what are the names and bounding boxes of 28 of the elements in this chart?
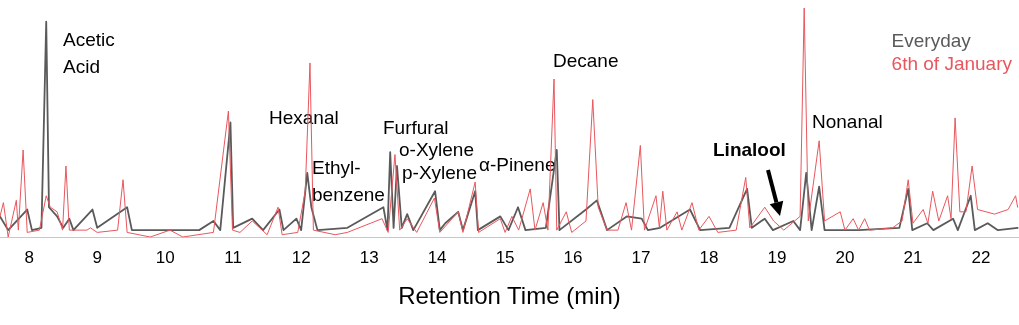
x-tick-label: 20 — [835, 248, 855, 267]
annotation: α-Pinene — [479, 154, 556, 175]
text: 6th of January — [891, 53, 1013, 74]
x-tick-label: 9 — [92, 248, 102, 267]
x-tick-label: 18 — [699, 248, 719, 267]
x-tick-label: 19 — [767, 248, 787, 267]
x-tick-label: 11 — [224, 248, 242, 267]
x-tick-label: 14 — [427, 248, 447, 267]
x-tick-label: 22 — [971, 248, 991, 267]
annotation: o-Xylene — [399, 139, 474, 160]
annotation: p-Xylene — [402, 162, 477, 183]
text: Everyday — [891, 30, 972, 51]
annotation: Hexanal — [269, 107, 339, 128]
x-tick-label: 13 — [359, 248, 379, 267]
x-axis-title: Retention Time (min) — [398, 281, 621, 309]
x-tick-label: 21 — [903, 248, 923, 267]
x-tick-label: 10 — [155, 248, 175, 267]
annotation: Decane — [553, 50, 619, 71]
x-tick-label: 8 — [24, 248, 34, 267]
annotation: Acetic Acid — [63, 29, 115, 77]
annotation: Furfural — [383, 117, 449, 138]
annotation: Ethyl- benzene — [312, 157, 385, 205]
annotation: Linalool — [713, 139, 786, 160]
x-tick-label: 12 — [291, 248, 311, 267]
x-tick-label: 16 — [563, 248, 583, 267]
annotation: Nonanal — [812, 111, 883, 132]
x-tick-label: 15 — [495, 248, 515, 267]
x-tick-label: 17 — [631, 248, 651, 267]
